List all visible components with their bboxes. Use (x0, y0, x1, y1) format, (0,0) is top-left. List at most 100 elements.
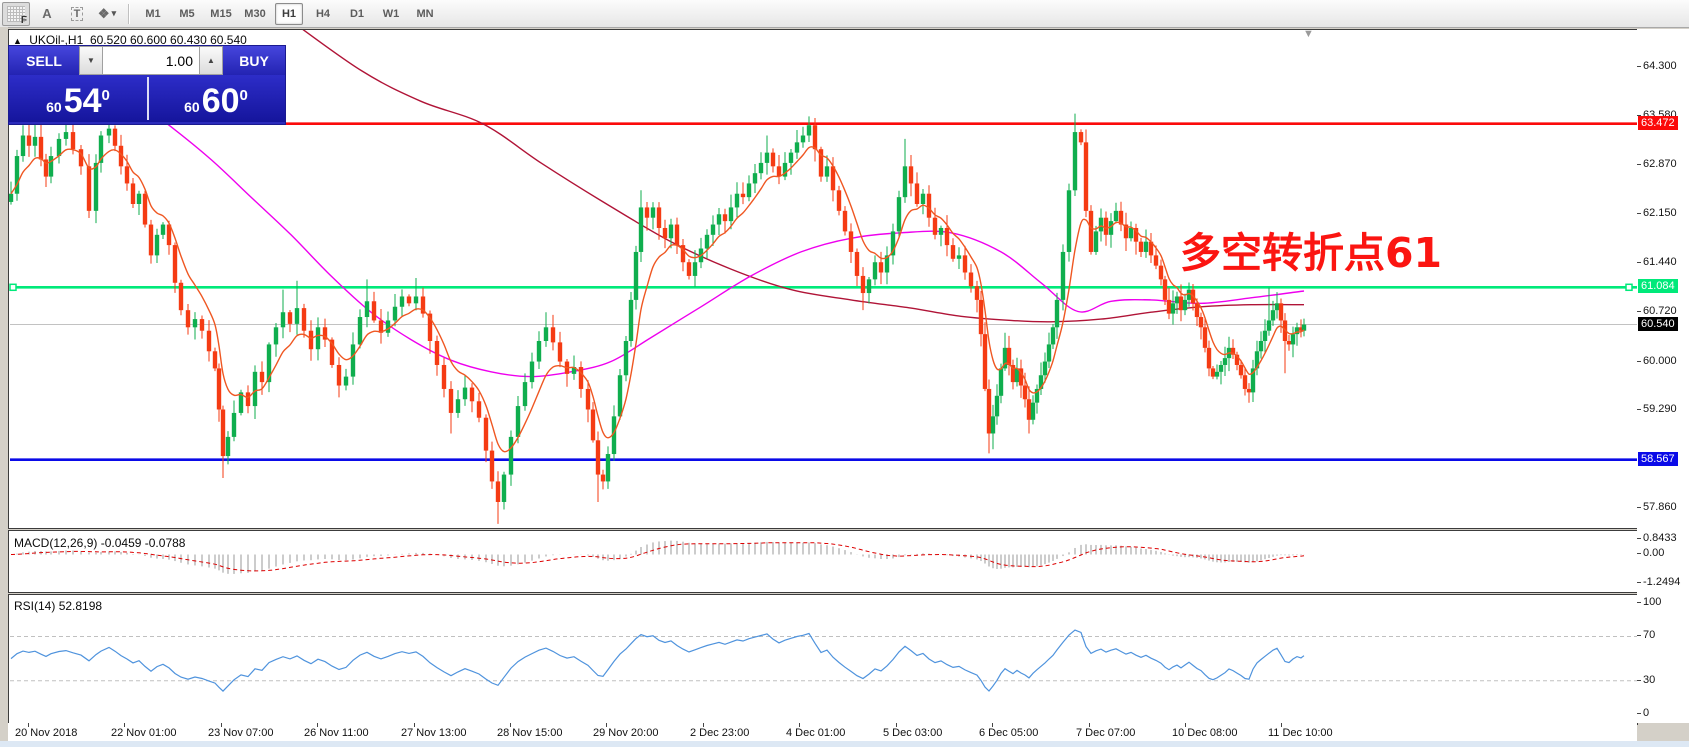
rsi-axis-label: 30 (1643, 674, 1656, 686)
date-axis-tick (317, 723, 318, 727)
toolbar-separator (128, 3, 130, 24)
date-axis-label: 27 Nov 13:00 (401, 727, 467, 739)
chart-annotation-text: 多空转折点61 (1180, 229, 1443, 277)
date-axis-label: 2 Dec 23:00 (690, 727, 750, 739)
rsi-panel[interactable] (8, 594, 1638, 725)
window-left-edge (0, 27, 8, 747)
sell-price[interactable]: 60 54 0 (46, 82, 110, 120)
price-axis-tick (1637, 66, 1641, 67)
price-axis-tick (1637, 213, 1641, 215)
date-axis-label: 22 Nov 01:00 (111, 727, 177, 739)
macd-svg (10, 540, 1305, 574)
date-axis-label: 20 Nov 2018 (15, 727, 78, 739)
quote-close: 60.540 (210, 33, 247, 47)
volume-decrease-button[interactable]: ▼ (79, 46, 103, 75)
date-axis-tick (510, 723, 511, 727)
quote-open: 60.520 (89, 33, 127, 47)
price-axis-label: 60.000 (1643, 354, 1677, 367)
price-axis-tick (1637, 311, 1641, 313)
shapes-icon[interactable]: ❖ ▾ (97, 5, 117, 21)
date-axis-tick (1089, 723, 1090, 727)
date-axis-tick (799, 723, 800, 727)
price-axis-tick (1637, 507, 1641, 509)
timeframe-button-D1[interactable]: D1 (349, 7, 365, 20)
buy-price[interactable]: 60 60 0 (184, 82, 248, 120)
date-axis-tick (703, 723, 704, 727)
macd-axis-tick (1637, 582, 1641, 583)
price-axis-label: 61.440 (1643, 255, 1677, 268)
rsi-axis-label: 100 (1643, 596, 1662, 608)
price-axis-label: 62.870 (1643, 157, 1677, 170)
price-axis-tick (1637, 261, 1641, 263)
volume-input[interactable] (103, 46, 199, 75)
rsi-axis-label: 0 (1643, 707, 1650, 719)
cursor-arrow-icon[interactable]: A (42, 6, 52, 21)
date-axis-label: 28 Nov 15:00 (497, 727, 563, 739)
timeframe-button-W1[interactable]: W1 (382, 7, 400, 20)
price-axis-label: 60.720 (1643, 305, 1677, 318)
rsi-axis-tick (1637, 680, 1641, 681)
scroll-position-icon[interactable]: ▼ (1303, 28, 1314, 40)
date-axis-tick (124, 723, 125, 727)
date-axis-label: 4 Dec 01:00 (786, 727, 846, 739)
rsi-label: RSI(14) 52.8198 (14, 599, 103, 613)
sell-button[interactable]: SELL (9, 46, 79, 75)
price-axis-label: 59.290 (1643, 403, 1677, 416)
dropdown-caret-icon: ▾ (111, 8, 117, 18)
timeframe-group: M1 M5 M15 M30 H1 H4 D1 W1 MN (136, 2, 442, 25)
trade-panel-divider (147, 77, 149, 120)
timeframe-button-MN[interactable]: MN (416, 7, 434, 20)
price-chart-svg (9, 30, 1637, 524)
volume-increase-button[interactable]: ▲ (199, 46, 223, 75)
chart-window-icon[interactable]: F (2, 1, 30, 26)
macd-axis-label: 0.00 (1643, 547, 1665, 559)
price-axis-label: 57.860 (1643, 501, 1677, 514)
rsi-axis-tick (1637, 602, 1641, 603)
price-badge-63.472: 63.472 (1638, 115, 1678, 130)
price-axis-tick (1637, 163, 1641, 165)
date-axis-tick (606, 723, 607, 727)
symbol-name: UKOil-,H1 (29, 33, 84, 47)
date-axis-label: 23 Nov 07:00 (208, 727, 274, 739)
price-badge-60.540: 60.540 (1638, 316, 1678, 331)
text-label-icon[interactable]: T (64, 3, 90, 25)
window-bottom-strip (0, 741, 1689, 747)
price-axis-label: 64.300 (1643, 60, 1677, 72)
date-axis-label: 10 Dec 08:00 (1172, 727, 1238, 739)
date-axis[interactable]: 20 Nov 2018 22 Nov 01:00 23 Nov 07:00 26 No… (8, 723, 1637, 741)
quote-high: 60.600 (130, 33, 167, 47)
macd-panel[interactable] (8, 530, 1638, 593)
price-axis-label: 62.150 (1643, 207, 1677, 220)
timeframe-button-M30[interactable]: M30 (244, 7, 266, 20)
date-axis-tick (1185, 723, 1186, 727)
rsi-axis-tick (1637, 713, 1641, 714)
date-axis-label: 11 Dec 10:00 (1268, 727, 1333, 739)
rsi-axis-tick (1637, 635, 1641, 636)
timeframe-button-M5[interactable]: M5 (179, 7, 195, 20)
date-axis-tick (896, 723, 897, 727)
timeframe-button-M1[interactable]: M1 (145, 7, 161, 20)
date-axis-tick (28, 723, 29, 727)
date-axis-tick (221, 723, 222, 727)
price-axis-column[interactable]: 64.30063.58062.87062.15061.44060.72060.0… (1637, 29, 1689, 723)
price-badge-61.084: 61.084 (1638, 279, 1678, 294)
date-axis-label: 7 Dec 07:00 (1076, 727, 1136, 739)
price-axis-tick (1637, 409, 1641, 411)
rsi-axis-label: 70 (1643, 629, 1656, 641)
one-click-trade-panel: SELL ▼ ▲ BUY 60 54 0 60 60 0 (8, 45, 286, 125)
macd-axis-label: -1.2494 (1643, 576, 1681, 588)
date-axis-tick (414, 723, 415, 727)
date-axis-label: 26 Nov 11:00 (304, 727, 369, 739)
macd-label: MACD(12,26,9) -0.0459 -0.0788 (14, 536, 186, 550)
timeframe-button-H4[interactable]: H4 (315, 7, 331, 20)
date-axis-label: 5 Dec 03:00 (883, 727, 943, 739)
date-axis-tick (992, 723, 993, 727)
quote-low: 60.430 (170, 33, 207, 47)
macd-axis-label: 0.8433 (1643, 532, 1677, 544)
symbol-marker-icon: ▲ (13, 36, 22, 46)
timeframe-button-M15[interactable]: M15 (210, 7, 232, 20)
macd-axis-tick (1637, 553, 1641, 554)
rsi-svg (10, 629, 1637, 692)
timeframe-button-H1[interactable]: H1 (275, 2, 303, 25)
buy-button[interactable]: BUY (223, 46, 285, 75)
